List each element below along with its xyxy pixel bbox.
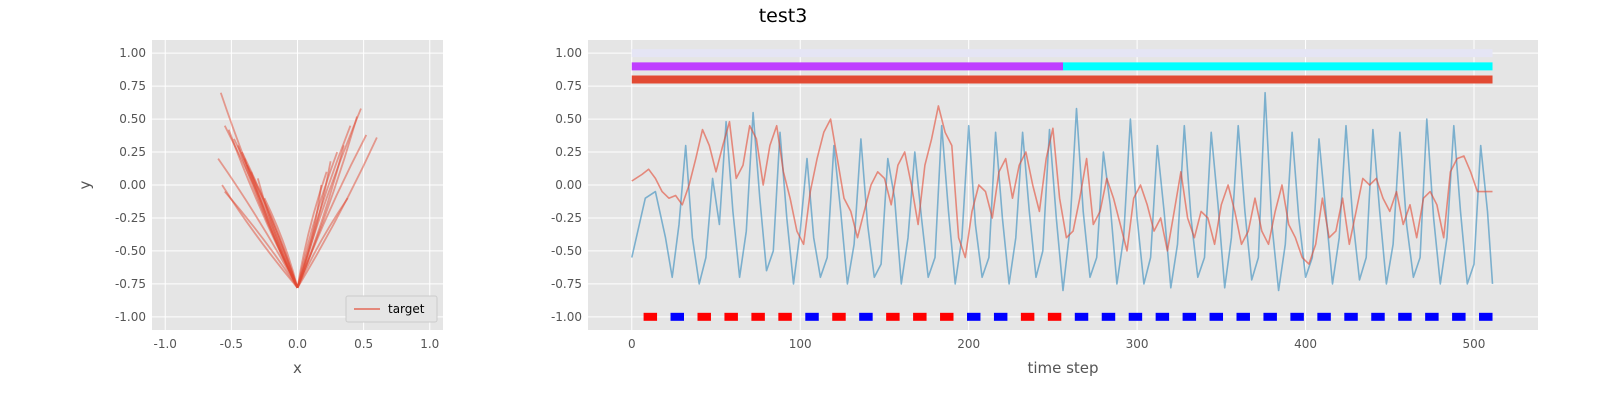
left-y-tick-label: -0.75: [115, 277, 146, 291]
left-y-tick-label: 0.75: [119, 79, 146, 93]
left-grid: [152, 40, 443, 330]
right-x-tick-label: 500: [1463, 337, 1486, 351]
right-x-tick-label: 400: [1294, 337, 1317, 351]
left-x-tick-label: 0.5: [354, 337, 373, 351]
right-y-tick-label: 1.00: [555, 46, 582, 60]
left-x-tick-label: -1.0: [154, 337, 177, 351]
target-trajectory-line: [296, 184, 323, 289]
right-x-tick-labels: 0 100 200 300 400 500: [628, 337, 1485, 351]
left-y-tick-label: -0.25: [115, 211, 146, 225]
left-y-tick-labels: -1.00 -0.75 -0.50 -0.25 0.00 0.25 0.50 0.75 1.00: [115, 46, 146, 324]
left-y-tick-label: -1.00: [115, 310, 146, 324]
right-color-bands: [631, 49, 1493, 84]
right-y-tick-label: 0.00: [555, 178, 582, 192]
left-y-tick-label: 0.25: [119, 145, 146, 159]
right-y-tick-label: -0.50: [551, 244, 582, 258]
target-trajectory-line: [296, 197, 349, 289]
right-y-tick-label: -1.00: [551, 310, 582, 324]
left-x-tick-label: 0.0: [288, 337, 307, 351]
right-series-lines: [631, 91, 1494, 292]
right-x-tick-label: 200: [957, 337, 980, 351]
left-x-tick-label: -0.5: [220, 337, 243, 351]
left-y-axis-label: y: [76, 180, 94, 189]
right-x-axis-label: time step: [1027, 359, 1098, 377]
signal-series-line: [631, 91, 1494, 292]
target-trajectory-line: [296, 137, 378, 289]
target-trajectory-line: [217, 158, 299, 289]
right-y-tick-label: -0.75: [551, 277, 582, 291]
right-x-tick-label: 0: [628, 337, 636, 351]
left-trajectory-panel: -1.0 -0.5 0.0 0.5 1.0 -1.00 -0.75 -0.50 -0.25 0.…: [76, 40, 443, 377]
target-trajectory-line: [263, 197, 299, 289]
target-series-line: [631, 105, 1493, 265]
left-y-tick-label: 0.50: [119, 112, 146, 126]
right-x-tick-label: 100: [789, 337, 812, 351]
left-x-axis-label: x: [293, 359, 302, 377]
right-y-tick-label: -0.25: [551, 211, 582, 225]
target-trajectory-line: [256, 178, 299, 289]
left-target-lines: [217, 92, 378, 289]
left-x-tick-labels: -1.0 -0.5 0.0 0.5 1.0: [154, 337, 440, 351]
target-trajectory-line: [296, 134, 368, 289]
right-y-tick-label: 0.25: [555, 145, 582, 159]
left-y-tick-label: 0.00: [119, 178, 146, 192]
figure-title: test3: [759, 5, 808, 27]
legend-box: [345, 295, 438, 323]
target-trajectory-line: [296, 171, 328, 288]
legend-target-label: target: [388, 302, 425, 316]
left-y-tick-label: 1.00: [119, 46, 146, 60]
right-y-tick-label: 0.75: [555, 79, 582, 93]
target-trajectory-line: [224, 191, 299, 289]
right-y-tick-labels: -1.00 -0.75 -0.50 -0.25 0.00 0.25 0.50 0.75 1.00: [551, 46, 582, 324]
legend: target: [345, 295, 438, 323]
right-timeseries-panel: 0 100 200 300 400 500 -1.00 -0.75 -0.50 -0.25 0.0…: [551, 40, 1538, 377]
right-x-tick-label: 300: [1126, 337, 1149, 351]
right-y-tick-label: 0.50: [555, 112, 582, 126]
left-y-tick-label: -0.50: [115, 244, 146, 258]
left-x-tick-label: 1.0: [420, 337, 439, 351]
